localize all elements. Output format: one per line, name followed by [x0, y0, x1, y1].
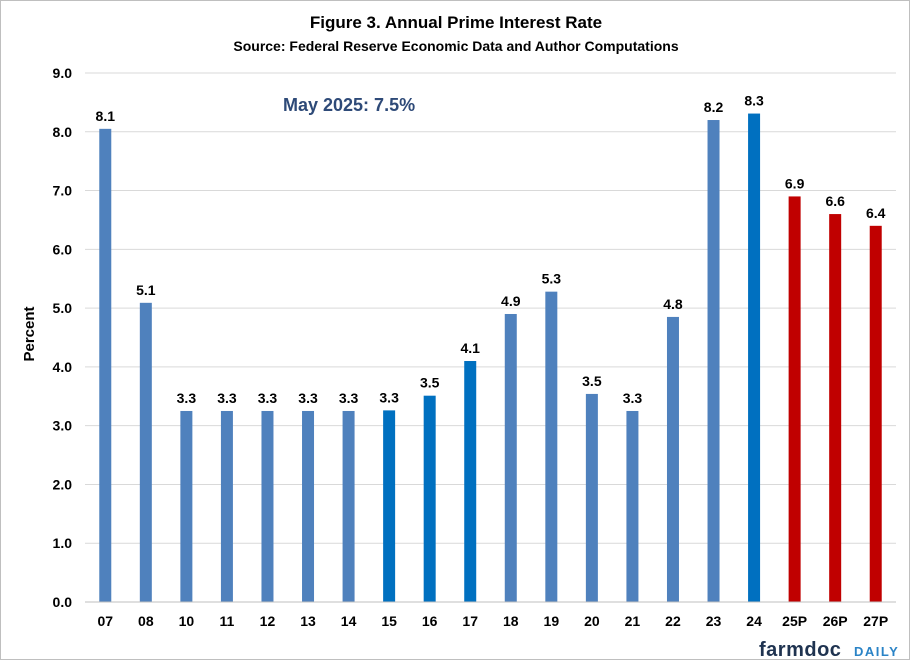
data-label: 4.1	[460, 340, 480, 356]
x-tick-label: 12	[260, 613, 276, 629]
data-label: 6.9	[785, 175, 805, 191]
bar-14	[342, 410, 355, 602]
data-label: 3.3	[298, 390, 318, 406]
bar-24	[748, 113, 761, 602]
bar-07	[99, 128, 112, 602]
annotation-may-2025: May 2025: 7.5%	[283, 95, 415, 115]
data-label: 3.5	[420, 375, 440, 391]
bar-25P	[788, 196, 801, 602]
data-labels: 8.1 5.1 3.3 3.3 3.3 3.3 3.3 3.3 3.5 4.1 4.9 5.3 3.5 3…	[96, 93, 886, 406]
x-axis-ticks: 07 08 10 11 12 13 14 15 16 17 18 19 20 21 22 23 24 25P 26P…	[97, 613, 888, 629]
bar-21	[626, 410, 639, 602]
data-label: 4.8	[663, 296, 683, 312]
data-label: 8.1	[96, 108, 116, 124]
data-label: 3.3	[177, 390, 197, 406]
bar-15	[383, 410, 396, 602]
data-label: 3.5	[582, 373, 602, 389]
data-label: 4.9	[501, 293, 521, 309]
data-label: 8.3	[744, 93, 764, 109]
bar-16	[423, 395, 436, 602]
y-tick-label: 7.0	[53, 183, 73, 199]
bar-11	[220, 410, 233, 602]
x-tick-label: 13	[300, 613, 316, 629]
x-tick-label: 16	[422, 613, 438, 629]
x-tick-label: 23	[706, 613, 722, 629]
data-label: 3.3	[379, 389, 399, 405]
x-tick-label: 26P	[823, 613, 848, 629]
x-tick-label: 20	[584, 613, 600, 629]
bar-13	[302, 410, 315, 602]
x-tick-label: 18	[503, 613, 519, 629]
bar-17	[464, 361, 477, 602]
x-tick-label: 11	[220, 613, 235, 629]
y-tick-label: 4.0	[53, 359, 73, 375]
bar-23	[707, 120, 720, 603]
x-tick-label: 10	[179, 613, 195, 629]
bars	[99, 113, 882, 603]
data-label: 6.6	[825, 193, 845, 209]
data-label: 5.1	[136, 282, 156, 298]
y-tick-label: 9.0	[53, 65, 73, 81]
data-label: 3.3	[339, 390, 359, 406]
y-axis-label: Percent	[21, 306, 38, 361]
bar-26P	[829, 214, 842, 603]
chart-title: Figure 3. Annual Prime Interest Rate	[310, 13, 602, 32]
x-tick-label: 19	[544, 613, 560, 629]
y-tick-label: 2.0	[53, 476, 73, 492]
x-tick-label: 08	[138, 613, 154, 629]
x-tick-label: 17	[462, 613, 478, 629]
logo-daily: DAILY	[854, 644, 899, 659]
x-tick-label: 14	[341, 613, 357, 629]
y-axis-ticks: 0.0 1.0 2.0 3.0 4.0 5.0 6.0 7.0 8.0 9.0	[53, 65, 73, 610]
x-tick-label: 07	[97, 613, 113, 629]
bar-10	[180, 410, 193, 602]
y-tick-label: 0.0	[53, 594, 73, 610]
data-label: 3.3	[623, 390, 643, 406]
bar-22	[666, 316, 679, 602]
x-tick-label: 24	[746, 613, 762, 629]
data-label: 6.4	[866, 205, 886, 221]
data-label: 5.3	[542, 271, 562, 287]
chart-subtitle: Source: Federal Reserve Economic Data an…	[233, 38, 678, 54]
bar-18	[504, 313, 517, 602]
y-tick-label: 6.0	[53, 241, 73, 257]
y-tick-label: 8.0	[53, 124, 73, 140]
data-label: 3.3	[258, 390, 278, 406]
farmdoc-daily-logo: farmdoc DAILY	[759, 639, 899, 661]
bar-20	[585, 393, 598, 602]
grid-lines	[85, 72, 896, 544]
y-tick-label: 1.0	[53, 535, 73, 551]
x-tick-label: 22	[665, 613, 681, 629]
x-tick-label: 15	[381, 613, 397, 629]
logo-farmdoc: farmdoc	[759, 639, 841, 661]
x-tick-label: 27P	[863, 613, 888, 629]
data-label: 8.2	[704, 99, 724, 115]
bar-19	[545, 291, 558, 602]
bar-08	[139, 302, 152, 602]
x-tick-label: 25P	[782, 613, 807, 629]
x-tick-label: 21	[625, 613, 641, 629]
data-label: 3.3	[217, 390, 237, 406]
y-tick-label: 3.0	[53, 418, 73, 434]
y-tick-label: 5.0	[53, 300, 73, 316]
bar-12	[261, 410, 274, 602]
bar-27P	[869, 225, 882, 603]
